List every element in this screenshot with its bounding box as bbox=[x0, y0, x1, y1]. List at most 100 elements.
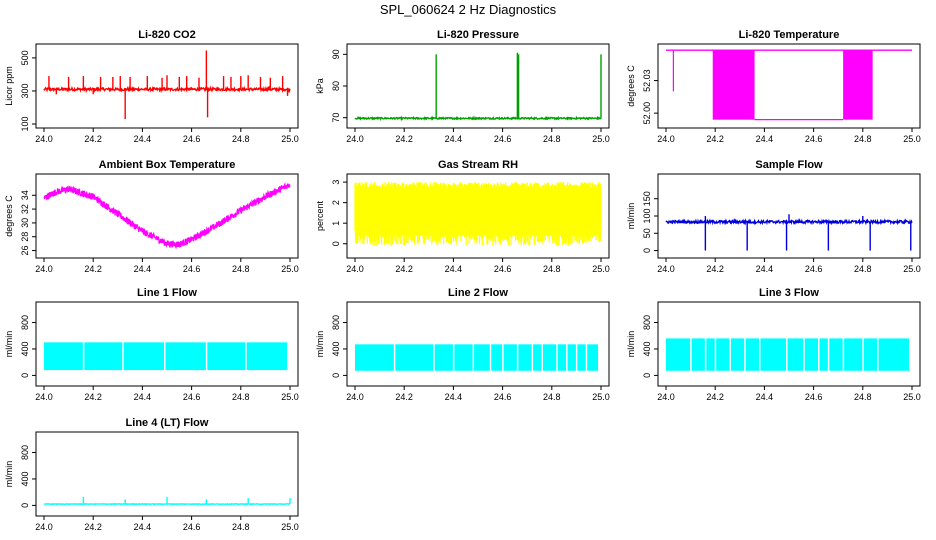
y-tick-label: 2 bbox=[331, 200, 341, 205]
x-tick-label: 24.0 bbox=[346, 134, 364, 144]
x-tick-label: 25.0 bbox=[281, 392, 299, 402]
flow-segment bbox=[787, 338, 804, 371]
flow-segment bbox=[533, 344, 542, 371]
x-tick-label: 24.0 bbox=[346, 264, 364, 274]
series-ambient bbox=[43, 182, 291, 250]
y-axis-label: ml/min bbox=[626, 203, 636, 230]
panel-title: Li-820 CO2 bbox=[138, 29, 195, 41]
y-tick-label: 800 bbox=[331, 315, 341, 330]
series-temperature bbox=[666, 49, 912, 121]
x-tick-label: 24.2 bbox=[706, 392, 724, 402]
panel-title: Ambient Box Temperature bbox=[99, 159, 236, 171]
flow-segment bbox=[542, 344, 557, 371]
flow-segment bbox=[395, 344, 434, 371]
series-line bbox=[665, 217, 913, 226]
y-tick-label: 0 bbox=[331, 373, 341, 378]
flow-segment bbox=[878, 338, 910, 371]
x-tick-label: 24.6 bbox=[183, 264, 201, 274]
y-tick-label: 100 bbox=[20, 116, 30, 131]
chart-panel-9: Line 3 Flow ml/min 24.0 24.2 24.4 24.6 24.8 25.… bbox=[626, 287, 921, 402]
series-co2 bbox=[43, 50, 291, 120]
x-tick-label: 24.8 bbox=[854, 392, 872, 402]
series-fill bbox=[355, 190, 601, 236]
y-tick-label: 3 bbox=[331, 180, 341, 185]
plot-frame bbox=[657, 173, 921, 259]
x-tick-label: 24.2 bbox=[706, 264, 724, 274]
x-tick-label: 24.4 bbox=[756, 134, 774, 144]
plot-frame bbox=[346, 173, 610, 259]
y-axis-label: ml/min bbox=[4, 461, 14, 488]
y-tick-label: 400 bbox=[331, 341, 341, 356]
x-tick-label: 24.2 bbox=[84, 392, 102, 402]
y-tick-label: 800 bbox=[20, 445, 30, 460]
y-axis-label: Licor ppm bbox=[4, 66, 14, 106]
x-tick-label: 24.8 bbox=[543, 134, 561, 144]
flow-segment bbox=[745, 338, 759, 371]
panel-title: Li-820 Pressure bbox=[437, 29, 519, 41]
y-tick-label: 1 bbox=[331, 221, 341, 226]
x-tick-label: 24.6 bbox=[183, 522, 201, 532]
chart-panel-6: Sample Flow ml/min 24.0 24.2 24.4 24.6 24.8 25.… bbox=[626, 159, 921, 274]
plot-frame bbox=[35, 301, 299, 387]
y-axis-label: percent bbox=[315, 200, 325, 231]
flow-segment bbox=[730, 338, 745, 371]
x-tick-label: 24.8 bbox=[854, 134, 872, 144]
flow-segment bbox=[760, 338, 787, 371]
flow-segment bbox=[716, 338, 730, 371]
panel-title: Line 3 Flow bbox=[759, 287, 819, 299]
x-tick-label: 24.2 bbox=[395, 264, 413, 274]
flow-segment bbox=[819, 338, 828, 371]
x-tick-label: 24.4 bbox=[756, 392, 774, 402]
y-tick-label: 0 bbox=[20, 503, 30, 508]
y-tick-label: 34 bbox=[20, 190, 30, 200]
series-sample bbox=[665, 214, 913, 251]
chart-panel-5: Gas Stream RH percent 24.0 24.2 24.4 24.6 24.8… bbox=[315, 159, 610, 274]
flow-segment bbox=[355, 344, 394, 371]
x-tick-label: 24.0 bbox=[35, 264, 53, 274]
y-tick-label: 50 bbox=[642, 228, 652, 238]
series-line-4 bbox=[43, 496, 291, 506]
x-tick-label: 24.4 bbox=[134, 134, 152, 144]
x-tick-label: 24.8 bbox=[232, 522, 250, 532]
plot-frame bbox=[657, 43, 921, 129]
x-tick-label: 24.6 bbox=[183, 392, 201, 402]
y-tick-label: 70 bbox=[331, 113, 341, 123]
flow-segment bbox=[829, 338, 843, 371]
y-axis-label: ml/min bbox=[626, 331, 636, 358]
y-axis-label: ml/min bbox=[4, 331, 14, 358]
y-tick-label: 0 bbox=[642, 373, 652, 378]
flow-segment bbox=[454, 344, 473, 371]
flow-segment bbox=[165, 342, 206, 371]
series-rh bbox=[354, 182, 602, 246]
panel-title: Li-820 Temperature bbox=[739, 29, 840, 41]
plot-frame bbox=[657, 301, 921, 387]
flow-segment bbox=[44, 342, 83, 371]
chart-panel-7: Line 1 Flow ml/min 24.0 24.2 24.4 24.6 24.8 25.… bbox=[4, 287, 299, 402]
y-tick-label: 32 bbox=[20, 204, 30, 214]
flow-segment bbox=[844, 338, 863, 371]
plot-frame bbox=[346, 301, 610, 387]
x-tick-label: 24.6 bbox=[805, 392, 823, 402]
flow-segment bbox=[691, 338, 705, 371]
flow-segment bbox=[557, 344, 567, 371]
plot-frame bbox=[346, 43, 610, 129]
x-tick-label: 24.2 bbox=[84, 264, 102, 274]
y-axis-label: kPa bbox=[315, 78, 325, 94]
chart-panel-8: Line 2 Flow ml/min 24.0 24.2 24.4 24.6 24.8 25.… bbox=[315, 287, 610, 402]
main-title: SPL_060624 2 Hz Diagnostics bbox=[379, 2, 557, 17]
x-tick-label: 24.2 bbox=[395, 392, 413, 402]
panel-title: Line 2 Flow bbox=[448, 287, 508, 299]
x-tick-label: 24.8 bbox=[854, 264, 872, 274]
x-tick-label: 24.4 bbox=[756, 264, 774, 274]
chart-panel-2: Li-820 Pressure kPa 24.0 24.2 24.4 24.6 24.8 25… bbox=[315, 29, 610, 144]
x-tick-label: 25.0 bbox=[592, 134, 610, 144]
x-tick-label: 24.0 bbox=[35, 134, 53, 144]
x-tick-label: 25.0 bbox=[903, 134, 921, 144]
x-tick-label: 24.4 bbox=[445, 264, 463, 274]
series-line-2 bbox=[355, 344, 599, 371]
flow-segment bbox=[491, 344, 503, 371]
panel-title: Sample Flow bbox=[755, 159, 823, 171]
y-tick-label: 0 bbox=[20, 373, 30, 378]
